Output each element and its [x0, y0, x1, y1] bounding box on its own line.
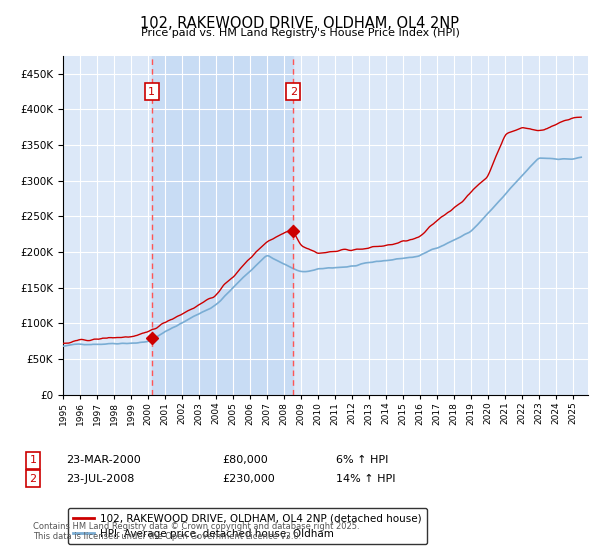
- Text: 1: 1: [29, 455, 37, 465]
- Text: 23-MAR-2000: 23-MAR-2000: [66, 455, 141, 465]
- Bar: [152, 56, 293, 395]
- Text: Price paid vs. HM Land Registry's House Price Index (HPI): Price paid vs. HM Land Registry's House …: [140, 28, 460, 38]
- Text: 102, RAKEWOOD DRIVE, OLDHAM, OL4 2NP: 102, RAKEWOOD DRIVE, OLDHAM, OL4 2NP: [140, 16, 460, 31]
- Text: 2: 2: [290, 87, 297, 97]
- Legend: 102, RAKEWOOD DRIVE, OLDHAM, OL4 2NP (detached house), HPI: Average price, detac: 102, RAKEWOOD DRIVE, OLDHAM, OL4 2NP (de…: [68, 508, 427, 544]
- Text: Contains HM Land Registry data © Crown copyright and database right 2025.
This d: Contains HM Land Registry data © Crown c…: [33, 522, 359, 542]
- Text: 14% ↑ HPI: 14% ↑ HPI: [336, 474, 395, 484]
- Text: 1: 1: [148, 87, 155, 97]
- Text: 2: 2: [29, 474, 37, 484]
- Text: 6% ↑ HPI: 6% ↑ HPI: [336, 455, 388, 465]
- Text: 23-JUL-2008: 23-JUL-2008: [66, 474, 134, 484]
- Text: £80,000: £80,000: [222, 455, 268, 465]
- Text: £230,000: £230,000: [222, 474, 275, 484]
